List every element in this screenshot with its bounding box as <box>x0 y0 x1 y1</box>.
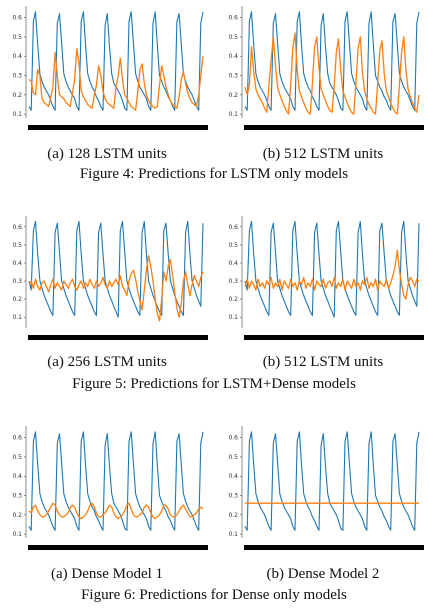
truth-line <box>28 220 204 318</box>
y-tick-label: 0.6 <box>228 224 238 231</box>
y-tick-label: 0.6 <box>12 435 22 442</box>
y-tick-label: 0.6 <box>228 15 238 22</box>
prediction-line <box>244 32 420 115</box>
figure6-subcaption-a: (a) Dense Model 1 <box>50 566 164 582</box>
y-tick-label: 0.1 <box>228 111 238 118</box>
chart-svg: 0.1 0.2 0.3 0.4 0.5 0.6 <box>12 216 208 340</box>
y-tick-label: 0.5 <box>12 454 22 461</box>
y-tick-label: 0.4 <box>228 260 238 267</box>
y-tick-label: 0.1 <box>12 111 22 118</box>
y-tick-label: 0.5 <box>228 454 238 461</box>
y-tick-label: 0.3 <box>12 73 22 80</box>
figure5-panel-a: 0.1 0.2 0.3 0.4 0.5 0.6 <box>4 214 210 346</box>
y-tick-label: 0.4 <box>228 53 238 60</box>
figure4-panel-a: 0.1 0.2 0.3 0.4 0.5 0.6 <box>4 4 210 136</box>
figure4-caption: Figure 4: Predictions for LSTM only mode… <box>79 166 349 182</box>
y-tick-label: 0.5 <box>228 34 238 41</box>
y-tick-label: 0.3 <box>228 73 238 80</box>
y-tick-label: 0.2 <box>228 512 238 519</box>
y-tick-label: 0.4 <box>228 473 238 480</box>
figure6-panel-b: 0.1 0.2 0.3 0.4 0.5 0.6 <box>220 424 426 556</box>
prediction-line <box>28 255 204 322</box>
y-tick-label: 0.2 <box>12 296 22 303</box>
y-tick-label: 0.5 <box>12 242 22 249</box>
x-axis-bar <box>28 545 208 550</box>
y-tick-label: 0.3 <box>228 278 238 285</box>
x-axis-bar <box>28 335 208 340</box>
y-tick-label: 0.3 <box>228 493 238 500</box>
y-tick-label: 0.2 <box>228 92 238 99</box>
figure5-panel-b: 0.1 0.2 0.3 0.4 0.5 0.6 <box>220 214 426 346</box>
y-tick-label: 0.6 <box>12 224 22 231</box>
truth-line <box>244 431 420 531</box>
y-tick-label: 0.1 <box>228 314 238 321</box>
y-tick-label: 0.1 <box>12 314 22 321</box>
y-tick-label: 0.4 <box>12 473 22 480</box>
y-tick-label: 0.4 <box>12 260 22 267</box>
y-tick-label: 0.2 <box>12 512 22 519</box>
truth-line <box>28 431 204 531</box>
truth-line <box>244 11 420 111</box>
figure4-subcaption-b: (b) 512 LSTM units <box>262 146 384 162</box>
figure5-caption: Figure 5: Predictions for LSTM+Dense mod… <box>72 376 356 392</box>
prediction-line <box>244 249 420 300</box>
chart-svg: 0.1 0.2 0.3 0.4 0.5 0.6 <box>228 6 424 130</box>
y-tick-label: 0.6 <box>228 435 238 442</box>
chart-svg: 0.1 0.2 0.3 0.4 0.5 0.6 <box>228 426 424 550</box>
y-tick-label: 0.3 <box>12 278 22 285</box>
y-tick-label: 0.1 <box>228 531 238 538</box>
figure6-subcaption-b: (b) Dense Model 2 <box>266 566 380 582</box>
truth-line <box>244 220 420 318</box>
y-tick-label: 0.4 <box>12 53 22 60</box>
figure4-subcaption-a: (a) 128 LSTM units <box>47 146 167 162</box>
figure6-caption: Figure 6: Predictions for Dense only mod… <box>81 587 347 603</box>
chart-svg: 0.1 0.2 0.3 0.4 0.5 0.6 <box>12 426 208 550</box>
figure6-panel-a: 0.1 0.2 0.3 0.4 0.5 0.6 <box>4 424 210 556</box>
x-axis-bar <box>28 125 208 130</box>
x-axis-bar <box>244 545 424 550</box>
y-tick-label: 0.2 <box>228 296 238 303</box>
y-tick-label: 0.5 <box>228 242 238 249</box>
y-tick-label: 0.6 <box>12 15 22 22</box>
x-axis-bar <box>244 335 424 340</box>
y-tick-label: 0.5 <box>12 34 22 41</box>
y-tick-label: 0.1 <box>12 531 22 538</box>
chart-svg: 0.1 0.2 0.3 0.4 0.5 0.6 <box>12 6 208 130</box>
chart-svg: 0.1 0.2 0.3 0.4 0.5 0.6 <box>228 216 424 340</box>
prediction-line <box>28 502 204 520</box>
y-tick-label: 0.2 <box>12 92 22 99</box>
y-tick-label: 0.3 <box>12 493 22 500</box>
prediction-line <box>28 47 204 111</box>
figure5-subcaption-a: (a) 256 LSTM units <box>47 354 167 370</box>
figure4-panel-b: 0.1 0.2 0.3 0.4 0.5 0.6 <box>220 4 426 136</box>
x-axis-bar <box>244 125 424 130</box>
figure5-subcaption-b: (b) 512 LSTM units <box>262 354 384 370</box>
